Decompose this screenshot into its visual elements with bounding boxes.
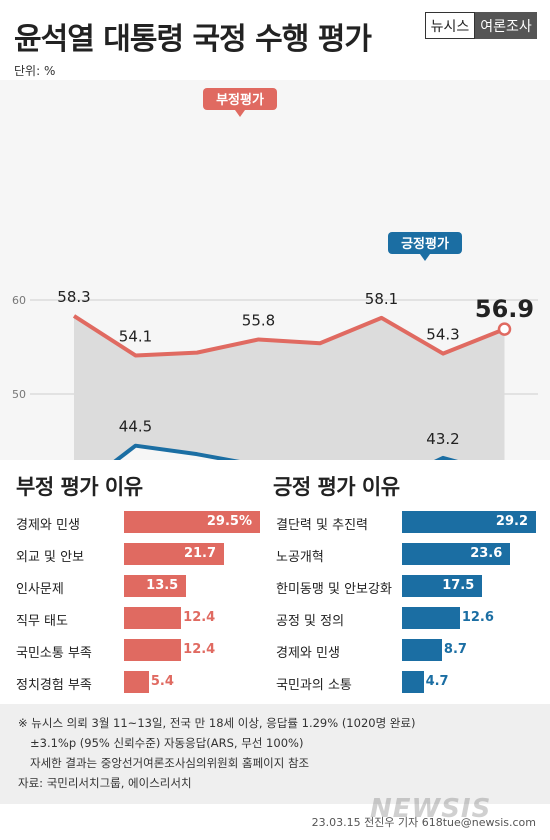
bar-value-label: 23.6 [470, 546, 503, 561]
negative-end-point [497, 322, 512, 336]
bar-value-label: 12.6 [461, 610, 494, 625]
note-line-1: ※ 뉴시스 의뢰 3월 11~13일, 전국 만 18세 이상, 응답률 1.2… [18, 716, 416, 730]
positive-legend-tag-text: 긍정평가 [401, 236, 449, 252]
bar-row: 외교 및 안보 21.7 [16, 543, 310, 565]
newsis-watermark: NEWSIS [370, 794, 492, 824]
negative-series-line [72, 314, 506, 358]
bar-value-label: 8.7 [443, 642, 467, 657]
bar-category-label: 직무 태도 [16, 614, 68, 629]
negative-legend-tag-pointer [235, 110, 245, 117]
negative-legend-tag-text: 부정평가 [216, 92, 264, 108]
negative-reasons-title: 부정 평가 이유 [16, 475, 143, 499]
survey-notes: ※ 뉴시스 의뢰 3월 11~13일, 전국 만 18세 이상, 응답률 1.2… [0, 704, 550, 804]
credit-footer: 23.03.15 전진우 기자 618tue@newsis.com [311, 816, 536, 829]
negative-data-label: 54.1 [119, 327, 152, 345]
note-line-2: ±3.1%p (95% 신뢰수준) 자동응답(ARS, 무선 100%) [30, 736, 304, 750]
bar [124, 575, 187, 597]
bar [124, 607, 182, 629]
brand-name: 뉴시스 [425, 12, 475, 39]
bar-row: 국민소통 부족 12.4 [16, 639, 310, 661]
bar [402, 671, 424, 693]
bar-category-label: 노공개혁 [276, 550, 324, 565]
negative-data-label: 56.9 [475, 295, 534, 323]
bar-category-label: 공정 및 정의 [276, 614, 345, 629]
bar-category-label: 국민과의 소통 [276, 678, 352, 693]
bar-value-label: 17.5 [442, 578, 475, 593]
negative-data-label: 54.3 [426, 326, 459, 344]
bar [124, 639, 182, 661]
bar-row: 인사문제 13.5 [16, 575, 310, 597]
bar-value-label: 5.4 [150, 674, 174, 689]
bar [402, 543, 511, 565]
positive-series-line [113, 443, 459, 460]
bar-category-label: 결단력 및 추진력 [276, 518, 368, 533]
bar-value-label: 29.5% [206, 514, 252, 529]
negative-data-label: 55.8 [242, 311, 275, 329]
bar-category-label: 인사문제 [16, 582, 64, 597]
bar-row: 국민과의 소통 4.7 [276, 671, 550, 693]
bar [402, 575, 483, 597]
bar-row: 노공개혁 23.6 [276, 543, 550, 565]
bar [402, 511, 536, 533]
approval-line-chart: 304050602주차'22년12월4주차5주차2주차'23년1월4주차2주차2… [0, 80, 550, 460]
y-tick-label: 50 [12, 388, 26, 401]
positive-legend-tag-bg [388, 232, 462, 254]
negative-data-label: 58.1 [365, 290, 398, 308]
bar [124, 543, 225, 565]
bar-value-label: 4.7 [425, 674, 449, 689]
bar-category-label: 외교 및 안보 [16, 550, 85, 565]
bar-value-label: 29.2 [495, 514, 528, 529]
bar-row: 경제와 민생 8.7 [276, 639, 550, 661]
bar-row: 경제와 민생 29.5% [16, 511, 310, 533]
page-title: 윤석열 대통령 국정 수행 평가 [14, 22, 372, 57]
bar-value-label: 21.7 [183, 546, 217, 561]
unit-label: 단위: % [14, 64, 56, 78]
bar [124, 671, 149, 693]
bar-row: 결단력 및 추진력 29.2 [276, 511, 550, 533]
bar-row: 공정 및 정의 12.6 [276, 607, 550, 629]
gap-band [74, 315, 505, 460]
brand-label: 여론조사 [475, 12, 537, 39]
y-tick-label: 60 [12, 294, 26, 307]
bar-value-label: 13.5 [146, 578, 179, 593]
brand-badge: 뉴시스 여론조사 [425, 12, 537, 39]
bar-category-label: 국민소통 부족 [16, 646, 92, 661]
bar-category-label: 경제와 민생 [276, 646, 340, 661]
bar-category-label: 정치경험 부족 [16, 678, 92, 693]
bar-row: 한미동맹 및 안보강화 17.5 [276, 575, 550, 597]
negative-legend-tag-bg [203, 88, 277, 110]
positive-data-label: 43.2 [426, 430, 459, 448]
bar-value-label: 12.4 [183, 610, 216, 625]
bar-category-label: 경제와 민생 [16, 518, 80, 533]
note-line-3: 자세한 결과는 중앙선거여론조사심의위원회 홈페이지 참조 [30, 756, 310, 770]
bar-row: 정치경험 부족 5.4 [16, 671, 310, 693]
bar-value-label: 12.4 [183, 642, 216, 657]
bar [402, 607, 460, 629]
positive-data-label: 44.5 [119, 418, 152, 436]
bar-category-label: 한미동맹 및 안보강화 [276, 582, 392, 597]
source-note: 자료: 국민리서치그룹, 에이스리서치 [18, 776, 192, 790]
positive-legend-tag-pointer [420, 254, 430, 261]
bar-row: 직무 태도 12.4 [16, 607, 310, 629]
positive-reasons-title: 긍정 평가 이유 [273, 475, 400, 499]
bar [124, 511, 260, 533]
bar [402, 639, 442, 661]
negative-data-label: 58.3 [57, 288, 90, 306]
